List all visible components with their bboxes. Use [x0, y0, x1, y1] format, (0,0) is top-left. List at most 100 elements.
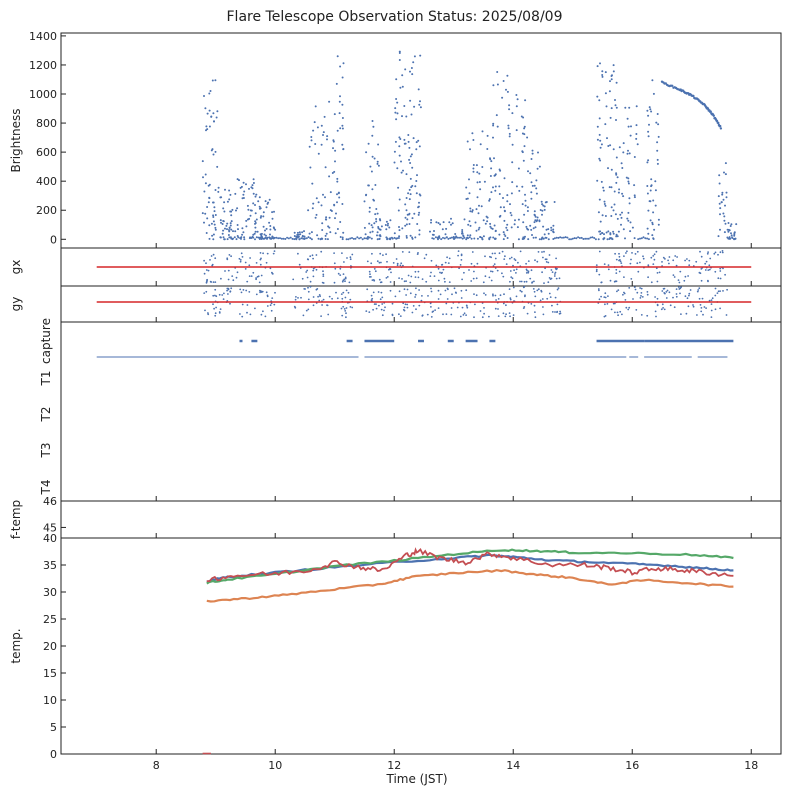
gy-point [259, 289, 261, 292]
brightness-point [612, 64, 615, 67]
temperature-y-tick-label: 20 [43, 640, 57, 653]
gy-point [532, 288, 535, 290]
gy-point [679, 287, 682, 290]
gy-point [719, 307, 721, 310]
gy-point [616, 290, 618, 293]
brightness-point [386, 224, 389, 227]
gy-point [483, 307, 485, 309]
gy-point [473, 293, 475, 295]
brightness-point [489, 236, 492, 239]
brightness-point [416, 174, 418, 177]
gy-point [379, 298, 382, 301]
brightness-point [322, 131, 325, 134]
brightness-point [621, 211, 623, 214]
brightness-point [415, 148, 418, 151]
gx-point [537, 251, 540, 253]
brightness-point [309, 166, 312, 169]
brightness-point [379, 234, 382, 237]
gy-point [406, 288, 409, 291]
brightness-point [245, 219, 248, 222]
gy-point [679, 292, 681, 295]
brightness-point [341, 124, 344, 127]
gy-point [612, 302, 615, 305]
gx-point [395, 258, 398, 260]
gy-point [414, 296, 416, 298]
brightness-baseline-point [268, 236, 271, 239]
brightness-point [629, 134, 632, 137]
brightness-point [229, 193, 232, 196]
gy-point [522, 307, 525, 309]
gy-point [646, 314, 649, 317]
gx-point [214, 257, 217, 260]
gx-point [541, 251, 543, 253]
gx-point [676, 256, 678, 258]
brightness-y-tick-label: 400 [36, 175, 57, 188]
brightness-point [635, 137, 638, 140]
brightness-point [417, 139, 420, 142]
brightness-point [222, 229, 225, 232]
brightness-point [653, 228, 656, 231]
gx-point [672, 274, 675, 276]
gy-point [218, 293, 221, 296]
brightness-point [511, 181, 514, 184]
brightness-point [234, 192, 237, 195]
brightness-point [226, 222, 229, 225]
gy-point [600, 295, 602, 298]
brightness-decay-point [709, 110, 712, 113]
brightness-point [376, 212, 379, 215]
brightness-point [657, 223, 660, 226]
brightness-point [730, 232, 732, 235]
brightness-point [322, 193, 324, 196]
brightness-point [409, 193, 412, 196]
brightness-point [502, 197, 504, 199]
brightness-point [629, 230, 632, 233]
brightness-point [208, 224, 211, 227]
brightness-point [341, 103, 344, 106]
brightness-point [735, 223, 738, 226]
brightness-baseline-point [286, 236, 289, 239]
brightness-point [419, 54, 422, 57]
brightness-point [465, 186, 468, 189]
brightness-point [614, 99, 616, 101]
brightness-point [542, 237, 545, 240]
brightness-baseline-point [262, 237, 265, 240]
brightness-baseline-point [575, 237, 578, 240]
brightness-point [441, 228, 444, 231]
brightness-baseline-point [555, 236, 558, 239]
gy-point [421, 295, 423, 297]
brightness-baseline-point [646, 237, 649, 240]
brightness-point [370, 224, 373, 227]
gx-point [700, 279, 703, 282]
gy-point [207, 312, 209, 314]
brightness-point [224, 227, 226, 230]
brightness-baseline-point [593, 237, 596, 239]
brightness-point [472, 167, 475, 170]
brightness-point [371, 134, 374, 137]
gy-point [430, 290, 433, 293]
brightness-point [657, 135, 660, 138]
gx-point [713, 252, 716, 255]
gx-point [378, 261, 381, 264]
gy-point [459, 315, 462, 318]
brightness-point [328, 100, 331, 103]
brightness-point [612, 232, 615, 235]
brightness-point [301, 234, 304, 237]
brightness-point [492, 186, 494, 189]
brightness-point [417, 88, 420, 91]
brightness-baseline-point [442, 236, 444, 239]
gx-point [618, 259, 620, 262]
brightness-point [521, 150, 524, 153]
brightness-point [488, 198, 491, 201]
brightness-point [204, 107, 207, 110]
gx-point [620, 262, 623, 264]
brightness-point [409, 177, 412, 180]
gy-point [559, 310, 561, 313]
brightness-point [430, 219, 433, 221]
gx-point [382, 254, 384, 256]
brightness-point [254, 226, 257, 229]
gx-point [333, 281, 336, 284]
brightness-point [724, 173, 727, 176]
gx-point [558, 277, 561, 280]
brightness-point [721, 191, 724, 194]
brightness-point [211, 234, 214, 237]
